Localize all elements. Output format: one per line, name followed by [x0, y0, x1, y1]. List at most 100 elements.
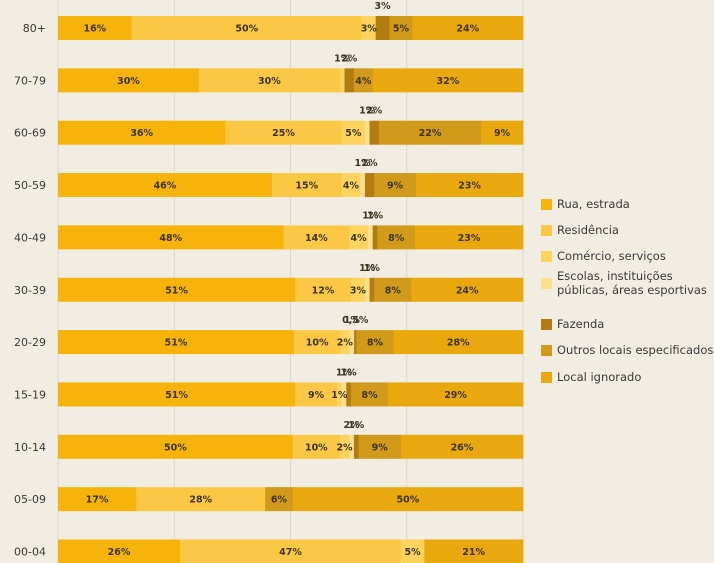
bar-segment [374, 277, 412, 302]
data-label: 17% [86, 495, 109, 506]
bar-segment [337, 382, 343, 407]
data-label: 4% [343, 181, 360, 192]
bar-segment [58, 330, 295, 355]
data-label: 26% [451, 442, 474, 453]
data-label-above: 0,5% [342, 315, 369, 326]
y-tick-label: 50-59 [14, 179, 46, 192]
bar-segment [344, 68, 355, 93]
bar-segment [400, 434, 524, 459]
data-label: 2% [336, 442, 353, 453]
bar-segment [354, 330, 357, 355]
legend-label: Local ignorado [557, 370, 641, 384]
y-tick-label: 05-09 [14, 493, 46, 506]
legend-swatch [541, 345, 552, 356]
bar-segment [412, 16, 524, 40]
bar-segment [341, 120, 366, 145]
data-label: 50% [164, 442, 187, 453]
data-label: 51% [165, 285, 188, 296]
bar-segment [58, 382, 296, 407]
bar-segment [265, 487, 294, 512]
bar-segment [393, 330, 524, 355]
y-tick-label: 70-79 [14, 74, 46, 87]
bar-segment [295, 382, 338, 407]
bar-segment [369, 277, 375, 302]
data-label: 21% [462, 547, 485, 558]
bar-segment [349, 434, 355, 459]
bar-segment [416, 173, 524, 198]
bar-segment [350, 382, 389, 407]
bar-segment [368, 225, 374, 250]
bar-segment [58, 434, 294, 459]
bar-segment [360, 173, 366, 198]
data-label: 28% [447, 338, 470, 349]
bar-segment [349, 225, 369, 250]
data-label: 23% [458, 181, 481, 192]
bar-segment [341, 173, 361, 198]
y-tick-label: 40-49 [14, 231, 46, 244]
y-tick-label: 60-69 [14, 127, 46, 140]
bar-segment [180, 539, 402, 563]
data-label: 51% [165, 338, 188, 349]
data-label: 28% [189, 495, 212, 506]
bar-segment [369, 120, 380, 145]
legend-swatch [541, 319, 552, 330]
legend-label: Fazenda [557, 317, 604, 331]
data-label-above: 1% [334, 53, 351, 64]
data-label: 8% [361, 390, 378, 401]
legend-label: Escolas, instituições públicas, áreas esp… [557, 269, 707, 297]
data-label: 9% [372, 442, 389, 453]
bar-segment [364, 120, 370, 145]
legend-label: Residência [557, 223, 619, 237]
bar-segment [378, 120, 482, 145]
data-label: 48% [159, 233, 182, 244]
data-label: 6% [271, 495, 288, 506]
bar-segment [198, 68, 341, 93]
legend-swatch [541, 251, 552, 262]
data-label: 3% [361, 24, 378, 35]
bar-segment [353, 68, 374, 93]
data-label-above: 2% [366, 106, 383, 117]
bar-segment [136, 487, 266, 512]
data-label-above: 2% [341, 53, 358, 64]
bar-segment [292, 434, 341, 459]
legend-label: Comércio, serviços [557, 249, 666, 263]
bar-segment [271, 173, 343, 198]
bar-segment [389, 16, 413, 40]
data-label-above: 1% [344, 315, 361, 326]
y-tick-label: 00-04 [14, 546, 46, 559]
bar-segment [292, 487, 524, 512]
data-label: 4% [355, 76, 372, 87]
bar-segment [58, 277, 296, 302]
legend-label-line: públicas, áreas esportivas [557, 283, 707, 297]
bar-segment [364, 277, 370, 302]
data-label: 9% [387, 181, 404, 192]
data-label-above: 1% [359, 263, 376, 274]
data-label: 24% [456, 24, 479, 35]
bar-segment [372, 225, 378, 250]
data-label: 25% [272, 128, 295, 139]
legend-label: Rua, estrada [557, 197, 630, 211]
data-label: 24% [456, 285, 479, 296]
data-label: 9% [308, 390, 325, 401]
y-tick-label: 15-19 [14, 388, 46, 401]
data-label: 47% [279, 547, 302, 558]
data-label: 10% [305, 442, 328, 453]
bar-segment [372, 68, 524, 93]
data-label-above: 1% [336, 367, 353, 378]
data-label: 36% [130, 128, 153, 139]
bar-segment [283, 225, 350, 250]
bar-segment [414, 225, 524, 250]
data-label: 10% [306, 338, 329, 349]
data-label: 4% [351, 233, 368, 244]
data-label-above: 1% [341, 367, 358, 378]
bar-segment [388, 382, 524, 407]
y-tick-label: 30-39 [14, 284, 46, 297]
data-label-above: 1% [355, 158, 372, 169]
bar-segment [58, 487, 137, 512]
data-label-above: 2% [343, 420, 360, 431]
y-tick-label: 20-29 [14, 336, 46, 349]
data-label: 30% [117, 76, 140, 87]
data-label: 23% [458, 233, 481, 244]
data-label: 51% [165, 390, 188, 401]
bar-segment [377, 225, 416, 250]
